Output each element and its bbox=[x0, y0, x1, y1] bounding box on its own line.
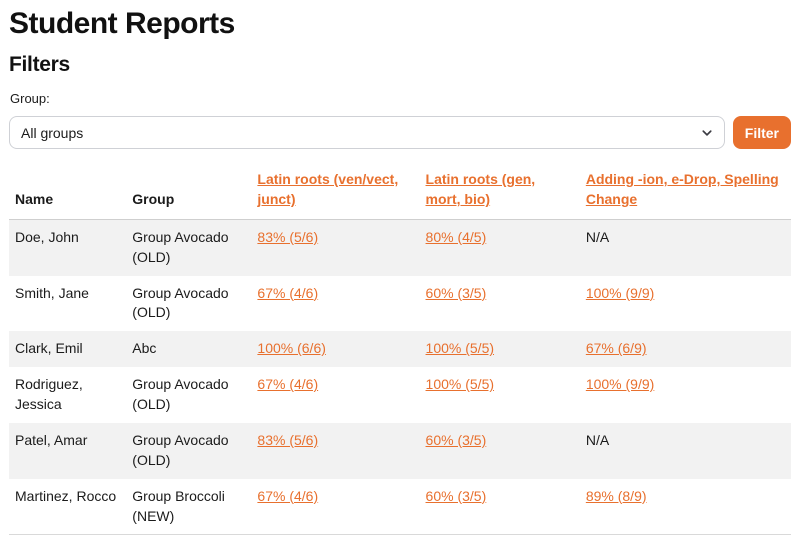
score-cell: 100% (6/6) bbox=[251, 331, 419, 367]
score-cell: 100% (5/5) bbox=[420, 367, 580, 423]
table-row: Clark, Emil Abc 100% (6/6) 100% (5/5) 67… bbox=[9, 331, 791, 368]
column-header-group: Group bbox=[126, 168, 252, 220]
score-cell: 100% (5/5) bbox=[420, 331, 580, 367]
table-row: Doe, John Group Avocado (OLD) 83% (5/6) … bbox=[9, 219, 791, 276]
score-cell: 67% (6/9) bbox=[580, 331, 791, 367]
assignment-link[interactable]: Adding -ion, e-Drop, Spelling Change bbox=[585, 171, 779, 207]
score-link[interactable]: 67% (4/6) bbox=[257, 376, 319, 393]
filter-row: All groups Filter bbox=[9, 116, 791, 149]
score-link[interactable]: 83% (5/6) bbox=[257, 228, 319, 245]
score-cell: 67% (4/6) bbox=[251, 276, 419, 332]
name-cell: Smith, Jane bbox=[15, 284, 89, 301]
score-cell: 80% (4/5) bbox=[420, 219, 580, 275]
score-cell: N/A bbox=[580, 423, 791, 479]
column-header-name: Name bbox=[9, 168, 127, 220]
table-row: Patel, Amar Group Avocado (OLD) 83% (5/6… bbox=[9, 422, 791, 479]
score-na: N/A bbox=[585, 228, 610, 245]
group-cell: Group Broccoli (NEW) bbox=[132, 487, 225, 524]
name-cell: Martinez, Rocco bbox=[15, 487, 117, 504]
column-header-assignment-2: Latin roots (gen, mort, bio) bbox=[419, 168, 580, 220]
table-row: Smith, Jane Group Avocado (OLD) 67% (4/6… bbox=[9, 276, 791, 332]
name-cell: Clark, Emil bbox=[15, 340, 83, 357]
score-cell: 60% (3/5) bbox=[420, 276, 580, 332]
group-select-label: Group: bbox=[10, 91, 50, 106]
score-cell: 100% (9/9) bbox=[580, 367, 791, 423]
score-cell: 60% (3/5) bbox=[420, 423, 580, 479]
assignment-link[interactable]: Latin roots (gen, mort, bio) bbox=[425, 171, 536, 207]
score-link[interactable]: 67% (6/9) bbox=[585, 340, 647, 357]
group-cell: Group Avocado (OLD) bbox=[132, 431, 229, 468]
score-link[interactable]: 100% (9/9) bbox=[585, 284, 655, 301]
column-header-assignment-3: Adding -ion, e-Drop, Spelling Change bbox=[579, 168, 791, 220]
score-cell: 100% (9/9) bbox=[580, 276, 791, 332]
group-cell: Group Avocado (OLD) bbox=[132, 228, 229, 265]
score-link[interactable]: 100% (5/5) bbox=[425, 340, 495, 357]
score-link[interactable]: 100% (5/5) bbox=[425, 376, 495, 393]
score-cell: 67% (4/6) bbox=[251, 479, 419, 535]
score-link[interactable]: 100% (9/9) bbox=[585, 376, 655, 393]
filter-button[interactable]: Filter bbox=[732, 116, 791, 149]
group-cell: Abc bbox=[132, 340, 157, 357]
score-link[interactable]: 80% (4/5) bbox=[425, 228, 487, 245]
group-select[interactable]: All groups bbox=[9, 116, 725, 149]
filters-heading: Filters bbox=[9, 53, 70, 76]
assignment-link[interactable]: Latin roots (ven/vect, junct) bbox=[257, 171, 399, 207]
score-link[interactable]: 100% (6/6) bbox=[257, 340, 326, 357]
score-na: N/A bbox=[585, 431, 610, 448]
column-header-assignment-1: Latin roots (ven/vect, junct) bbox=[251, 168, 420, 220]
score-cell: 60% (3/5) bbox=[420, 479, 580, 535]
score-link[interactable]: 67% (4/6) bbox=[257, 487, 319, 504]
name-cell: Patel, Amar bbox=[15, 431, 88, 448]
score-link[interactable]: 60% (3/5) bbox=[425, 284, 487, 301]
group-cell: Group Avocado (OLD) bbox=[132, 376, 229, 412]
page-title: Student Reports bbox=[9, 7, 235, 40]
score-cell: 83% (5/6) bbox=[251, 219, 419, 275]
group-select-wrap: All groups bbox=[9, 116, 725, 149]
table-header-row: Name Group Latin roots (ven/vect, junct)… bbox=[9, 168, 791, 220]
table-row: Rodriguez, Jessica Group Avocado (OLD) 6… bbox=[9, 367, 791, 423]
score-cell: 89% (8/9) bbox=[580, 479, 791, 535]
name-cell: Doe, John bbox=[15, 228, 79, 245]
group-cell: Group Avocado (OLD) bbox=[132, 284, 229, 321]
score-cell: 83% (5/6) bbox=[251, 423, 419, 479]
score-link[interactable]: 60% (3/5) bbox=[425, 431, 487, 448]
score-cell: 67% (4/6) bbox=[251, 367, 419, 423]
score-link[interactable]: 89% (8/9) bbox=[585, 487, 647, 504]
score-cell: N/A bbox=[580, 219, 791, 275]
score-link[interactable]: 83% (5/6) bbox=[257, 431, 319, 448]
table-row: Martinez, Rocco Group Broccoli (NEW) 67%… bbox=[9, 479, 791, 535]
name-cell: Rodriguez, Jessica bbox=[15, 376, 83, 412]
score-link[interactable]: 67% (4/6) bbox=[257, 284, 319, 301]
student-reports-table: Name Group Latin roots (ven/vect, junct)… bbox=[9, 168, 791, 535]
score-link[interactable]: 60% (3/5) bbox=[425, 487, 487, 504]
